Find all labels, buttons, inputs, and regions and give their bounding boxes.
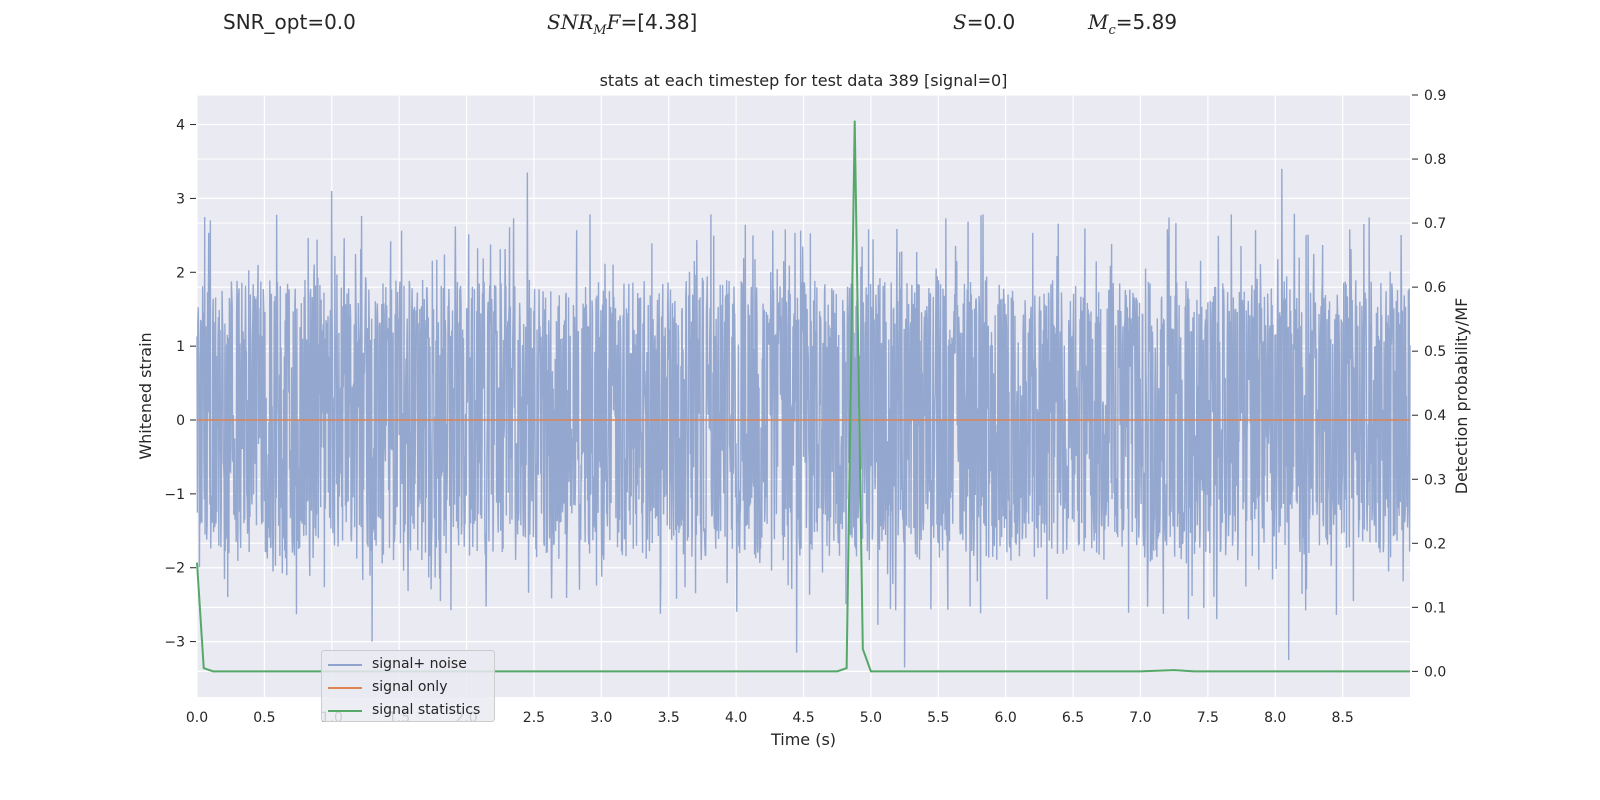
- x-tick-label: 5.0: [860, 710, 882, 726]
- legend-label-signal-statistics: signal statistics: [372, 702, 481, 718]
- y-tick-label: −2: [164, 561, 185, 577]
- x-axis-label: Time (s): [770, 730, 836, 749]
- legend-swatch-signal-noise: [328, 664, 362, 666]
- x-tick-label: 5.5: [927, 710, 949, 726]
- x-tick-label: 6.0: [995, 710, 1017, 726]
- y-tick-label: −3: [164, 635, 185, 651]
- series-signal-statistics: [196, 120, 1410, 673]
- y2-tick-label: 0.1: [1424, 600, 1446, 616]
- y-tick-label: 4: [176, 118, 185, 134]
- y-tick-label: −1: [164, 487, 185, 503]
- series-signal-noise: [196, 168, 1411, 668]
- x-tick-label: 8.5: [1331, 710, 1353, 726]
- y-axis-right-label: Detection probability/MF: [1452, 298, 1471, 495]
- y-axis-label: Whitened strain: [136, 332, 155, 459]
- legend-swatch-signal-statistics: [328, 710, 362, 712]
- y2-tick-label: 0.6: [1424, 280, 1446, 296]
- legend: signal+ noise signal only signal statist…: [321, 650, 495, 722]
- legend-item-signal-statistics: signal statistics: [322, 699, 494, 722]
- legend-swatch-signal-only: [328, 687, 362, 689]
- x-tick-label: 0.5: [253, 710, 275, 726]
- chart-title: stats at each timestep for test data 389…: [600, 71, 1008, 90]
- x-tick-label: 6.5: [1062, 710, 1084, 726]
- x-tick-label: 3.0: [590, 710, 612, 726]
- y-tick-label: 3: [176, 191, 185, 207]
- y-tick-label: 2: [176, 265, 185, 281]
- x-tick-label: 7.0: [1129, 710, 1151, 726]
- snr-mf-label: SNRMF=[4.38]: [547, 10, 698, 38]
- x-tick-label: 7.5: [1197, 710, 1219, 726]
- y2-tick-label: 0.8: [1424, 152, 1446, 168]
- y-tick-label: 1: [176, 339, 185, 355]
- mc-label: Mc=5.89: [1088, 10, 1178, 38]
- y2-tick-label: 0.5: [1424, 344, 1446, 360]
- x-tick-label: 4.5: [792, 710, 814, 726]
- signal-statistics-line: [196, 120, 1410, 673]
- y2-tick-label: 0.9: [1424, 88, 1446, 104]
- x-tick-label: 8.0: [1264, 710, 1286, 726]
- signal-noise-line: [196, 168, 1411, 668]
- x-tick-label: 2.5: [523, 710, 545, 726]
- x-tick-label: 3.5: [658, 710, 680, 726]
- y2-tick-label: 0.7: [1424, 216, 1446, 232]
- x-tick-label: 0.0: [186, 710, 208, 726]
- y-tick-label: 0: [176, 413, 185, 429]
- snr-opt-label: SNR_opt=0.0: [223, 10, 356, 34]
- y2-tick-label: 0.2: [1424, 536, 1446, 552]
- s-label: S=0.0: [953, 10, 1016, 34]
- y2-tick-label: 0.4: [1424, 408, 1446, 424]
- y2-tick-label: 0.3: [1424, 472, 1446, 488]
- tick-labels: 0.00.51.01.52.02.53.03.54.04.55.05.56.06…: [164, 88, 1446, 726]
- x-tick-label: 4.0: [725, 710, 747, 726]
- y2-tick-label: 0.0: [1424, 664, 1446, 680]
- legend-item-signal-only: signal only: [322, 676, 494, 699]
- legend-label-signal-noise: signal+ noise: [372, 656, 467, 672]
- legend-item-signal-noise: signal+ noise: [322, 653, 494, 676]
- legend-label-signal-only: signal only: [372, 679, 448, 695]
